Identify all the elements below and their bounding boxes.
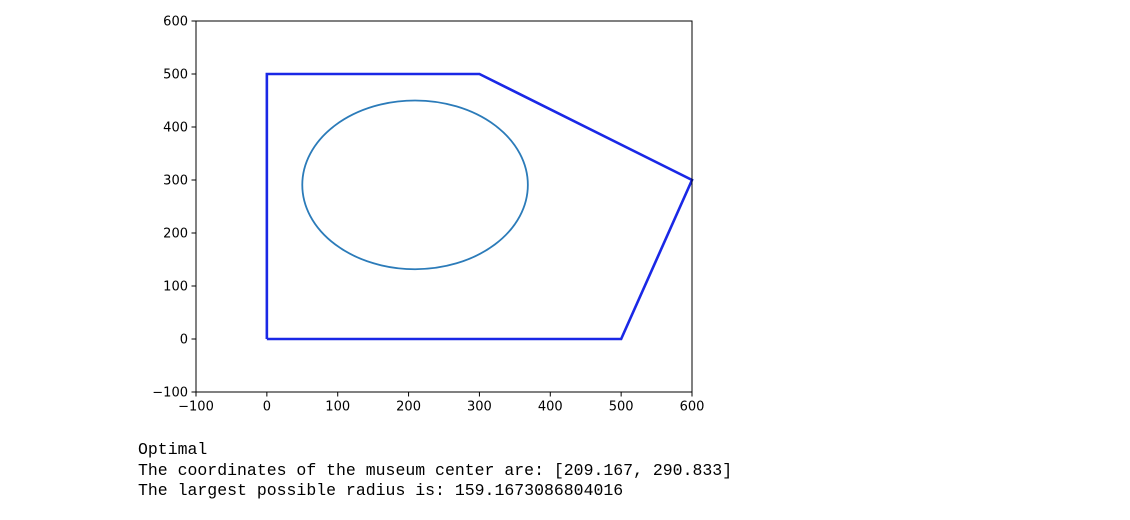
plot-marks	[265, 72, 694, 341]
y-tick-label: −100	[152, 386, 188, 401]
console-output: Optimal The coordinates of the museum ce…	[138, 440, 732, 502]
radius-line: The largest possible radius is: 159.1673…	[138, 481, 624, 500]
polygon-boundary	[265, 72, 694, 341]
axis-ticks: −100 0 100 200 300 400 500 600 −100 0 100 200 300 400…	[152, 15, 704, 415]
axes-frame	[195, 20, 693, 393]
chart: −100 0 100 200 300 400 500 600 −100 0 100 200 300 400…	[152, 15, 704, 415]
x-tick-label: 400	[538, 400, 563, 415]
largest-circle	[301, 99, 529, 271]
x-tick-label: −100	[178, 400, 214, 415]
x-tick-label: 600	[680, 400, 705, 415]
status-line: Optimal	[138, 440, 208, 459]
y-tick-label: 100	[163, 280, 188, 295]
x-tick-label: 200	[396, 400, 421, 415]
x-tick-label: 100	[325, 400, 350, 415]
y-tick-label: 0	[180, 333, 188, 348]
y-tick-label: 500	[163, 68, 188, 83]
x-tick-label: 300	[467, 400, 492, 415]
x-tick-label: 500	[609, 400, 634, 415]
y-tick-label: 300	[163, 174, 188, 189]
y-tick-label: 200	[163, 227, 188, 242]
y-tick-label: 600	[163, 15, 188, 30]
y-tick-label: 400	[163, 121, 188, 136]
center-line: The coordinates of the museum center are…	[138, 460, 733, 480]
x-tick-label: 0	[263, 400, 271, 415]
